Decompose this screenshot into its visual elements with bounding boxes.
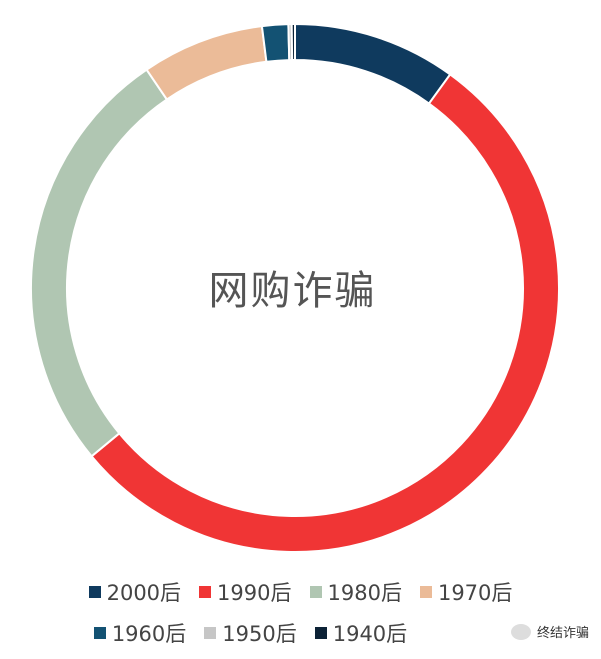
legend-swatch-icon [199,586,212,598]
donut-slice-7 [290,22,296,62]
legend-label: 2000后 [106,581,182,605]
watermark: 终结诈骗 [510,622,589,641]
legend-label: 1970后 [437,581,513,605]
donut-slice-5 [260,23,291,63]
legend-row-2: 1960后 1950后 1940后 [0,618,551,648]
legend-label: 1980后 [327,581,402,605]
donut-slice-1 [294,22,452,105]
legend-item: 1950后 [204,618,297,648]
legend-item: 1990后 [199,577,292,607]
legend-row-1: 2000后 1990后 1980后 1970后 [0,577,601,607]
legend-swatch-icon [204,627,217,639]
wechat-icon [510,623,531,640]
donut-slice-4 [145,24,268,101]
legend-label: 1950后 [222,622,297,646]
legend-label: 1990后 [217,581,292,605]
legend-swatch-icon [309,586,322,598]
legend-item: 1970后 [419,577,513,607]
legend-item: 2000后 [88,577,182,607]
donut-chart [30,22,560,553]
watermark-text: 终结诈骗 [536,626,589,641]
legend-item: 1940后 [314,618,408,648]
legend-swatch-icon [88,586,101,598]
legend-item: 1980后 [309,577,402,607]
legend-item: 1960后 [93,618,187,648]
legend-swatch-icon [419,586,432,598]
legend-label: 1940后 [332,622,408,646]
legend-label: 1960后 [111,622,187,646]
legend-swatch-icon [93,627,106,639]
chart-title: 网购诈骗 [208,268,377,314]
legend-swatch-icon [314,627,327,639]
donut-slice-2 [90,73,560,553]
